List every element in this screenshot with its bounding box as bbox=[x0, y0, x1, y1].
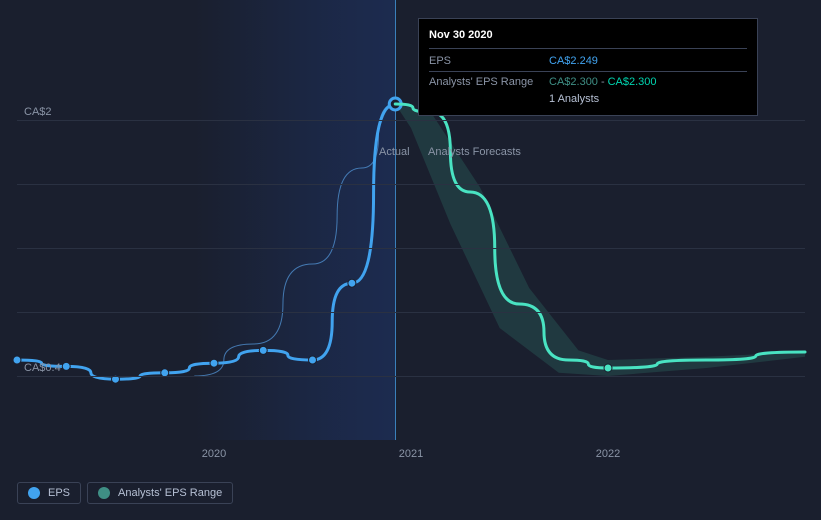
gridline bbox=[17, 312, 805, 313]
legend-item-range[interactable]: Analysts' EPS Range bbox=[87, 482, 233, 504]
gridline bbox=[17, 184, 805, 185]
tooltip-range-lo: CA$2.300 bbox=[549, 76, 598, 88]
gridline bbox=[17, 248, 805, 249]
tooltip-range-key: Analysts' EPS Range bbox=[429, 74, 549, 91]
x-axis-label: 2022 bbox=[596, 448, 620, 460]
tooltip-analysts: 1 Analysts bbox=[549, 91, 599, 108]
chart-container: CA$2 CA$0.4 Actual Analysts Forecasts Nov… bbox=[17, 0, 805, 462]
x-axis-label: 2021 bbox=[399, 448, 423, 460]
tooltip-eps-key: EPS bbox=[429, 53, 549, 70]
tooltip-title: Nov 30 2020 bbox=[429, 27, 747, 49]
legend-swatch-eps bbox=[28, 487, 40, 499]
y-axis-label: CA$0.4 bbox=[24, 362, 61, 374]
legend-swatch-range bbox=[98, 487, 110, 499]
gridline bbox=[17, 376, 805, 377]
tooltip-range-hi: CA$2.300 bbox=[608, 76, 657, 88]
tooltip: Nov 30 2020 EPS CA$2.249 Analysts' EPS R… bbox=[418, 18, 758, 116]
forecasts-label: Analysts Forecasts bbox=[428, 146, 521, 158]
y-axis-label: CA$2 bbox=[24, 106, 52, 118]
legend: EPS Analysts' EPS Range bbox=[17, 482, 233, 504]
legend-label-eps: EPS bbox=[48, 487, 70, 499]
x-axis-label: 2020 bbox=[202, 448, 226, 460]
actual-label: Actual bbox=[379, 146, 410, 158]
legend-item-eps[interactable]: EPS bbox=[17, 482, 81, 504]
gridline bbox=[17, 120, 805, 121]
legend-label-range: Analysts' EPS Range bbox=[118, 487, 222, 499]
tooltip-eps-value: CA$2.249 bbox=[549, 53, 598, 70]
